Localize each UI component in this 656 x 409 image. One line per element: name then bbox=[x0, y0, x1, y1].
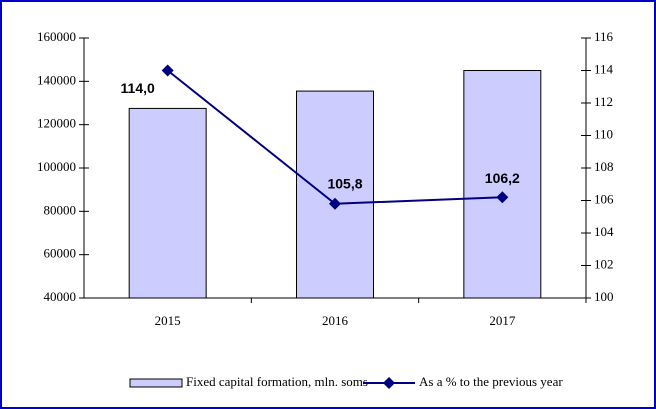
y2-tick-label: 110 bbox=[594, 126, 613, 141]
y2-tick-label: 108 bbox=[594, 159, 614, 174]
bar bbox=[463, 70, 542, 299]
legend-label: As a % to the previous year bbox=[419, 374, 563, 389]
legend-label: Fixed capital formation, mln. soms bbox=[186, 374, 368, 389]
marker bbox=[161, 64, 174, 77]
legend-swatch bbox=[129, 378, 183, 388]
y2-tick-label: 104 bbox=[594, 224, 614, 239]
data-label: 105,8 bbox=[327, 175, 362, 191]
y2-tick-label: 112 bbox=[594, 94, 613, 109]
data-label: 114,0 bbox=[121, 80, 155, 96]
y-tick-label: 80000 bbox=[44, 202, 77, 217]
y2-tick-label: 116 bbox=[594, 29, 614, 44]
x-tick-label: 2015 bbox=[155, 313, 181, 328]
legend-marker bbox=[383, 377, 395, 389]
y-tick-label: 120000 bbox=[37, 116, 76, 131]
marker bbox=[496, 191, 509, 204]
bar bbox=[128, 107, 207, 299]
y-tick-label: 100000 bbox=[37, 159, 76, 174]
y-tick-label: 60000 bbox=[44, 246, 77, 261]
data-label: 106,2 bbox=[485, 170, 520, 186]
bar bbox=[296, 90, 374, 299]
y-tick-label: 40000 bbox=[44, 289, 77, 304]
marker bbox=[329, 197, 341, 210]
y-tick-label: 140000 bbox=[37, 72, 76, 87]
y-tick-label: 160000 bbox=[37, 29, 76, 44]
y2-tick-label: 114 bbox=[594, 61, 614, 76]
x-tick-label: 2017 bbox=[489, 313, 516, 328]
y2-tick-label: 100 bbox=[594, 289, 614, 304]
y2-tick-label: 106 bbox=[594, 191, 614, 206]
x-tick-label: 2016 bbox=[322, 313, 349, 328]
y2-tick-label: 102 bbox=[594, 256, 614, 271]
